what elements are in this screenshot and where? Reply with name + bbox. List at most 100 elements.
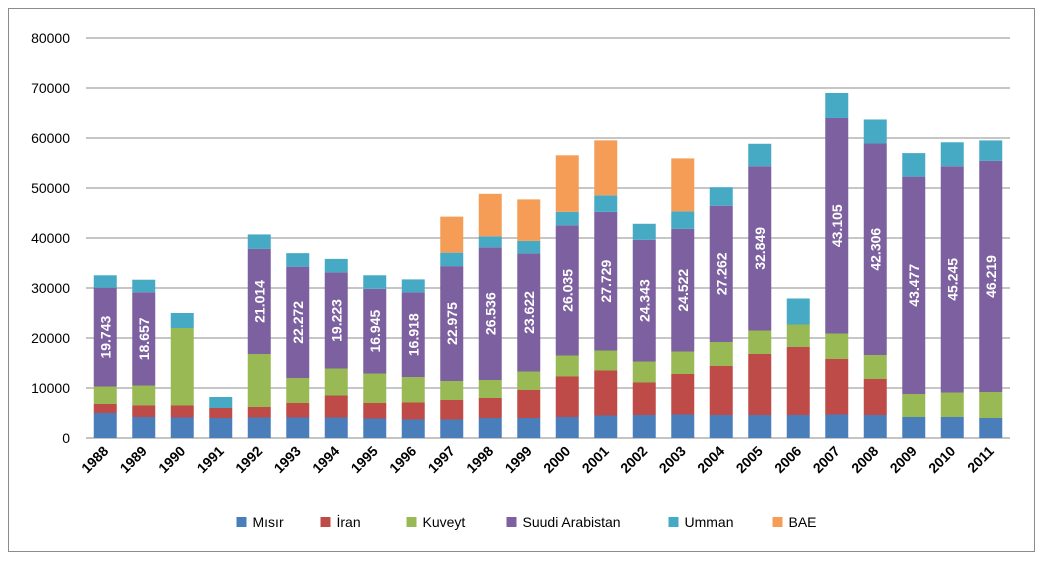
bar-segment-1992-Mısır [247, 417, 271, 438]
bar-segment-1998-İran [478, 398, 502, 418]
bar-segment-1998-Umman [478, 236, 502, 248]
legend-swatch-İran [320, 517, 331, 527]
data-label-2000: 26.035 [559, 269, 575, 312]
x-tick-label-2005: 2005 [733, 443, 766, 476]
bar-segment-1988-Suudi Arabistan [93, 287, 117, 387]
bar-segment-2003-BAE [671, 158, 695, 212]
bar-segment-2000-Suudi Arabistan [555, 225, 579, 356]
bar-segment-2000-Kuveyt [555, 355, 579, 377]
bar-segment-1992-İran [247, 407, 271, 418]
data-label-2005: 32.849 [752, 227, 768, 270]
bar-segment-2011-Mısır [979, 418, 1003, 438]
bar-segment-1995-Suudi Arabistan [363, 288, 387, 374]
bar-segment-2007-Umman [825, 92, 849, 118]
bar-segment-1994-İran [324, 395, 348, 418]
bar-segment-1988-Umman [93, 275, 117, 288]
bar-segment-2007-İran [825, 359, 849, 415]
bar-segment-1990-Mısır [170, 417, 194, 438]
bar-segment-2003-İran [671, 374, 695, 415]
bar-segment-1988-Mısır [93, 413, 117, 438]
x-tick-label-2006: 2006 [771, 443, 804, 476]
bar-segment-1989-Umman [132, 279, 156, 293]
bar-segment-2002-Suudi Arabistan [632, 239, 656, 362]
bar-segment-1993-Kuveyt [286, 378, 310, 403]
y-tick-label: 80000 [31, 30, 70, 46]
x-tick-label-1999: 1999 [502, 443, 535, 476]
bar-segment-2006-Mısır [786, 415, 810, 438]
bar-segment-1997-Mısır [440, 419, 464, 438]
bar-segment-1990-Umman [170, 313, 194, 328]
bar-segment-1995-Umman [363, 275, 387, 289]
bar-segment-1996-İran [401, 402, 425, 420]
data-label-1999: 23.622 [521, 291, 537, 334]
data-label-2011: 46.219 [983, 255, 999, 298]
bar-segment-2011-Kuveyt [979, 392, 1003, 418]
data-label-1993: 22.272 [290, 301, 306, 344]
bar-segment-2000-Mısır [555, 417, 579, 438]
x-tick-label-2010: 2010 [925, 443, 958, 476]
bar-segment-1999-İran [517, 390, 541, 418]
x-tick-label-1990: 1990 [155, 443, 188, 476]
legend-swatch-Mısır [236, 517, 247, 527]
bar-segment-1992-Kuveyt [247, 354, 271, 407]
bar-segment-2002-Mısır [632, 415, 656, 438]
x-tick-label-1991: 1991 [194, 443, 227, 476]
data-label-2009: 43.477 [906, 264, 922, 307]
bar-segment-2004-Kuveyt [709, 342, 733, 366]
legend-label-Suudi Arabistan: Suudi Arabistan [523, 514, 621, 530]
bar-segment-1993-Suudi Arabistan [286, 266, 310, 378]
bar-segment-2009-Mısır [902, 417, 926, 438]
data-label-1994: 19.223 [328, 299, 344, 342]
x-tick-label-2011: 2011 [964, 443, 997, 476]
bar-segment-2008-Mısır [863, 415, 887, 438]
x-tick-label-1994: 1994 [309, 443, 342, 476]
bar-segment-1990-Kuveyt [170, 328, 194, 406]
bar-segment-2000-BAE [555, 155, 579, 212]
data-label-2001: 27.729 [598, 260, 614, 303]
bar-segment-1992-Umman [247, 234, 271, 249]
legend-label-Kuveyt: Kuveyt [423, 514, 466, 530]
bar-segment-2002-Umman [632, 223, 656, 240]
bar-segment-2002-İran [632, 382, 656, 415]
bar-segment-2005-Mısır [748, 415, 772, 438]
x-tick-label-1993: 1993 [271, 443, 304, 476]
bar-segment-2005-Umman [748, 143, 772, 167]
y-tick-label: 60000 [31, 130, 70, 146]
legend-label-Umman: Umman [685, 514, 734, 530]
bar-segment-2009-Suudi Arabistan [902, 176, 926, 394]
bar-segment-1997-BAE [440, 216, 464, 253]
x-tick-label-1989: 1989 [117, 443, 150, 476]
bar-segment-2007-Suudi Arabistan [825, 117, 849, 334]
legend-swatch-BAE [772, 517, 783, 527]
bar-segment-2003-Kuveyt [671, 351, 695, 374]
legend-label-BAE: BAE [789, 514, 817, 530]
bar-segment-2006-Umman [786, 298, 810, 325]
bar-segment-1998-Suudi Arabistan [478, 247, 502, 380]
data-label-2007: 43.105 [829, 204, 845, 247]
x-tick-label-2001: 2001 [579, 443, 612, 476]
bar-segment-2001-Umman [594, 195, 618, 212]
data-label-2004: 27.262 [713, 252, 729, 295]
bar-segment-1997-Umman [440, 252, 464, 267]
bar-segment-2010-Suudi Arabistan [940, 166, 964, 393]
bar-segment-2008-Umman [863, 119, 887, 144]
x-tick-label-1988: 1988 [78, 443, 111, 476]
bar-segment-2005-İran [748, 354, 772, 415]
bar-segment-1993-Umman [286, 253, 310, 267]
bar-segment-1995-Kuveyt [363, 373, 387, 403]
bar-segment-1999-BAE [517, 199, 541, 241]
x-tick-label-1995: 1995 [348, 443, 381, 476]
bar-segment-2011-Suudi Arabistan [979, 160, 1003, 392]
bar-segment-2001-Kuveyt [594, 350, 618, 371]
bar-segment-2004-Suudi Arabistan [709, 205, 733, 342]
x-tick-label-2007: 2007 [810, 443, 843, 476]
bar-segment-2008-Kuveyt [863, 355, 887, 379]
bar-segment-1994-Mısır [324, 417, 348, 438]
bar-segment-2007-Mısır [825, 414, 849, 438]
bar-segment-1992-Suudi Arabistan [247, 248, 271, 354]
bar-segment-1997-İran [440, 400, 464, 420]
bar-segment-2001-İran [594, 370, 618, 416]
bar-segment-1997-Kuveyt [440, 381, 464, 400]
y-tick-label: 50000 [31, 180, 70, 196]
y-tick-label: 10000 [31, 380, 70, 396]
